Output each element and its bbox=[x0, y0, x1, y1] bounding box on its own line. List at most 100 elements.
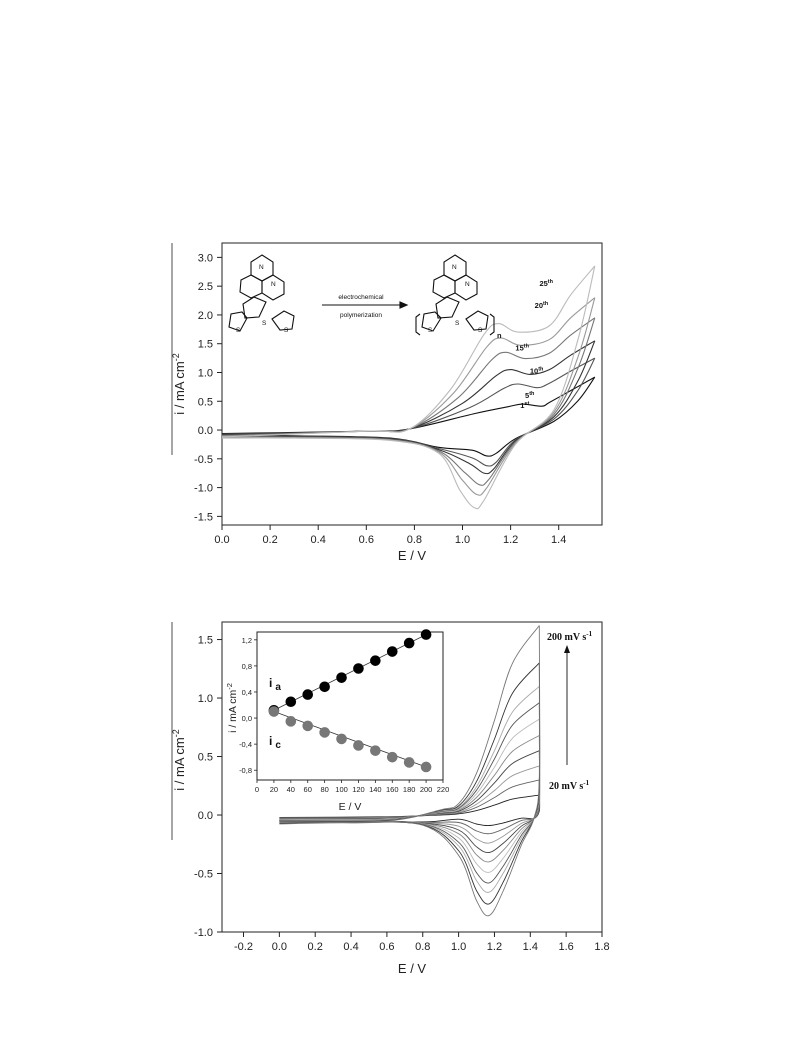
inset-series bbox=[268, 629, 432, 773]
inset-data-point bbox=[386, 646, 398, 657]
cv-scan-forward bbox=[279, 662, 540, 822]
cycle-label: 15th bbox=[515, 344, 529, 353]
inset-x-tick-label: 20 bbox=[270, 785, 278, 794]
y-tick-label: -1.0 bbox=[194, 927, 213, 939]
inset-x-tick-label: 200 bbox=[420, 785, 433, 794]
x-axis-ticks: 0.0 0.2 0.4 0.6 0.8 1.0 1.2 1.4 bbox=[214, 525, 566, 546]
scan-rate-bottom-label: 20 mV s-1 bbox=[549, 779, 590, 792]
inset-data-point bbox=[353, 740, 364, 751]
inset-data-point bbox=[302, 720, 314, 732]
inset-data-point bbox=[403, 637, 415, 649]
y-tick-label: -1.5 bbox=[194, 511, 213, 523]
inset-fit-line bbox=[273, 711, 427, 768]
inset-data-point bbox=[353, 663, 364, 674]
x-tick-label: 0.6 bbox=[359, 534, 374, 546]
scheme-atom-label: N bbox=[271, 281, 276, 288]
inset-data-point bbox=[386, 751, 398, 763]
y-axis-ticks: -1.5 -1.0 -0.5 0.0 0.5 1.0 1.5 2.0 2.5 3.0 bbox=[194, 252, 222, 523]
x-tick-label: 0.6 bbox=[379, 941, 394, 953]
y-tick-label: 2.5 bbox=[198, 281, 213, 293]
y-tick-label: 1.0 bbox=[198, 367, 213, 379]
x-axis-title: E / V bbox=[398, 548, 427, 563]
cycle-label: 25th bbox=[539, 279, 553, 288]
y-axis-title: i / mA cm-2 bbox=[171, 353, 187, 414]
arrow-head bbox=[399, 301, 409, 309]
inset-data-point bbox=[403, 757, 415, 768]
x-tick-label: 0.8 bbox=[415, 941, 430, 953]
x-tick-label: 1.8 bbox=[594, 941, 609, 953]
inset-data-point bbox=[420, 761, 432, 773]
inset-fit-line bbox=[273, 634, 427, 711]
inset-data-point bbox=[370, 655, 381, 666]
inset-x-tick-label: 120 bbox=[352, 785, 365, 794]
x-tick-label: 1.4 bbox=[551, 534, 566, 546]
inset-data-point bbox=[319, 681, 330, 693]
y-tick-label: -0.5 bbox=[194, 454, 213, 466]
cv-cycle-reverse bbox=[221, 376, 596, 457]
cv-scan-forward bbox=[279, 685, 540, 822]
plot-frame bbox=[221, 242, 603, 526]
x-tick-label: 1.6 bbox=[559, 941, 574, 953]
scheme-atom-label: S bbox=[262, 320, 267, 327]
y-tick-label: -1.0 bbox=[194, 483, 213, 495]
cv-scan-forward bbox=[279, 718, 540, 821]
scheme-atom-label: S bbox=[284, 327, 289, 334]
scheme-atom-label: N bbox=[259, 264, 264, 271]
y-axis-title: i / mA cm-2 bbox=[171, 729, 187, 790]
y-tick-label: 0.0 bbox=[198, 425, 213, 437]
inset-data-point bbox=[336, 733, 347, 745]
inset-x-title: E / V bbox=[339, 801, 362, 813]
inset-x-tick-label: 40 bbox=[287, 785, 295, 794]
reaction-scheme bbox=[228, 254, 495, 336]
inset-frame bbox=[256, 631, 444, 781]
y-tick-label: 3.0 bbox=[198, 252, 213, 264]
inset-x-tick-label: 0 bbox=[255, 785, 259, 794]
polymer-structure bbox=[415, 254, 495, 336]
y-tick-label: -0.5 bbox=[194, 869, 213, 881]
x-axis-title: E / V bbox=[398, 961, 427, 976]
cv-scan-reverse bbox=[279, 625, 541, 917]
cv-cycle-reverse bbox=[221, 317, 596, 486]
x-tick-label: 0.4 bbox=[311, 534, 326, 546]
inset-x-ticks: 0 20 40 60 80 100 120 140 160 180 200 220 bbox=[255, 780, 449, 794]
x-tick-label: 0.0 bbox=[214, 534, 229, 546]
scan-rate-arrow-head bbox=[564, 645, 570, 653]
scheme-atom-label: N bbox=[452, 264, 457, 271]
polymer-subscript: n bbox=[497, 331, 502, 340]
inset-x-tick-label: 180 bbox=[403, 785, 416, 794]
x-tick-label: 1.2 bbox=[503, 534, 518, 546]
y-tick-label: 1.5 bbox=[198, 339, 213, 351]
x-tick-label: 0.4 bbox=[343, 941, 358, 953]
cycle-label: 5th bbox=[525, 391, 535, 400]
y-axis-ticks: -1.0 -0.5 0.0 0.5 1.0 1.5 bbox=[194, 635, 222, 939]
y-tick-label: 2.0 bbox=[198, 310, 213, 322]
scheme-atom-label: S bbox=[478, 327, 483, 334]
inset-data-point bbox=[302, 689, 314, 700]
scheme-atom-label: S bbox=[428, 327, 433, 334]
cv-curves bbox=[279, 625, 541, 917]
inset-x-tick-label: 80 bbox=[320, 785, 328, 794]
cv-curves bbox=[221, 265, 596, 510]
y-tick-label: 1.0 bbox=[198, 693, 213, 705]
x-axis-ticks: -0.2 0.0 0.2 0.4 0.6 0.8 1.0 1.2 1.4 1.6 1.8 bbox=[234, 932, 610, 953]
x-tick-label: 0.2 bbox=[308, 941, 323, 953]
inset-x-tick-label: 160 bbox=[386, 785, 399, 794]
cv-scan-forward bbox=[279, 735, 540, 820]
inset-y-ticks: -0,8 -0,4 0,0 0,4 0,8 1,2 bbox=[239, 636, 257, 775]
scheme-atom-label: S bbox=[455, 320, 460, 327]
cv-cycle-reverse bbox=[221, 265, 596, 510]
scan-rate-top-label: 200 mV s-1 bbox=[547, 630, 593, 643]
x-tick-label: 0.0 bbox=[272, 941, 287, 953]
cv-scan-forward bbox=[279, 625, 540, 823]
reaction-label-top: electrochemical bbox=[338, 294, 384, 301]
cycle-label: 10th bbox=[530, 367, 544, 376]
y-tick-label: 0.5 bbox=[198, 752, 213, 764]
x-tick-label: 1.0 bbox=[451, 941, 466, 953]
x-tick-label: 1.0 bbox=[455, 534, 470, 546]
cv-cycle-forward bbox=[221, 265, 596, 438]
x-tick-label: 1.2 bbox=[487, 941, 502, 953]
x-tick-label: 0.2 bbox=[262, 534, 277, 546]
